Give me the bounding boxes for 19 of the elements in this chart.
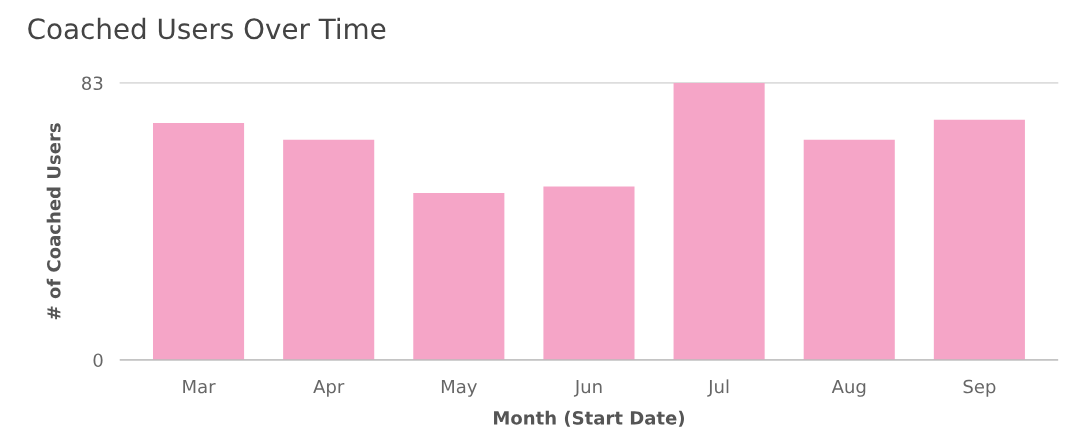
bar: [673, 82, 765, 360]
x-tick-label: Jun: [573, 379, 602, 397]
bar: [152, 123, 245, 360]
x-tick-label: Mar: [183, 379, 216, 394]
bar: [543, 186, 635, 360]
x-tick-label: Jul: [707, 379, 729, 397]
x-tick-label: May: [441, 379, 477, 397]
bar: [933, 119, 1025, 360]
bar: [413, 193, 505, 360]
bar: [283, 139, 375, 360]
y-tick-label: 0: [93, 353, 103, 368]
bar: [803, 139, 895, 360]
chart-title: Coached Users Over Time: [28, 17, 386, 40]
x-tick-label: Sep: [963, 379, 996, 397]
x-tick-label: Apr: [313, 379, 345, 397]
x-axis-title: Month (Start Date): [494, 410, 685, 427]
y-tick-label: 83: [82, 76, 103, 91]
x-tick-label: Aug: [831, 379, 866, 397]
y-axis-title: # of Coached Users: [46, 123, 61, 320]
